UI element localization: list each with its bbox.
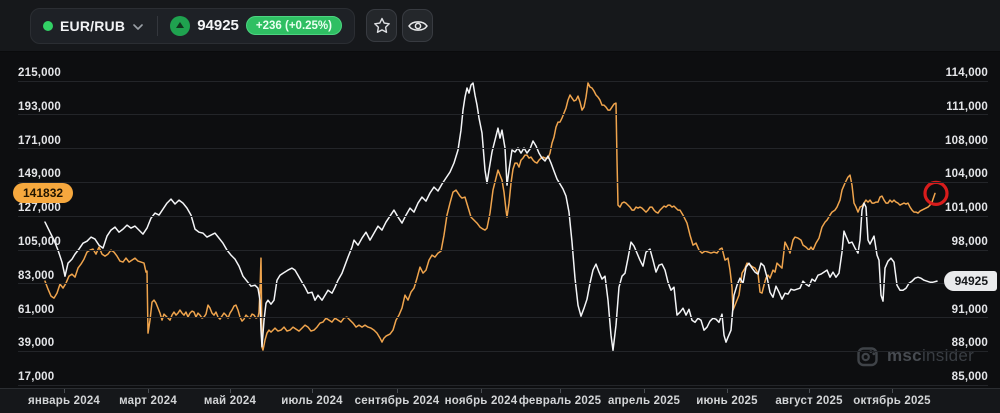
highlight-circle-annotation: [923, 180, 949, 206]
right-axis-tick-label: 85,000: [951, 371, 988, 384]
left-axis-tick-label: 215,000: [18, 67, 61, 79]
left-axis-tick-label: 149,000: [18, 168, 61, 181]
gridline: [18, 181, 988, 183]
divider: [157, 15, 159, 36]
right-axis-tick-label: 101,000: [945, 202, 988, 215]
x-axis-tick: [230, 389, 231, 393]
x-axis-month-label: октябрь 2025: [853, 395, 931, 407]
left-axis-current-badge: 141832: [13, 183, 74, 204]
instrument-selector[interactable]: EUR/RUB 94925 +236 (+0.25%): [30, 7, 355, 44]
x-axis-tick: [148, 389, 149, 393]
gridline: [18, 80, 988, 82]
x-axis-tick: [312, 389, 313, 393]
favorite-button[interactable]: [366, 9, 397, 42]
x-axis-month-label: март 2024: [119, 395, 177, 407]
gridline: [18, 283, 988, 285]
watermark: mscinsider: [856, 344, 974, 368]
left-axis-tick-label: 127,000: [18, 202, 61, 215]
left-axis-tick-label: 171,000: [18, 134, 61, 147]
watchlist-button[interactable]: [402, 9, 433, 42]
x-axis-month-label: август 2025: [775, 395, 843, 407]
x-axis-tick: [644, 389, 645, 393]
x-axis-tick: [481, 389, 482, 393]
x-axis-month-label: июнь 2025: [696, 395, 758, 407]
gridline: [18, 350, 988, 352]
last-price: 94925: [197, 17, 239, 34]
star-icon: [373, 17, 390, 33]
watermark-logo-icon: [857, 347, 878, 367]
left-axis-tick-label: 17,000: [18, 371, 55, 384]
x-axis-strip: январь 2024 март 2024 май 2024 июль 2024 сен…: [0, 388, 1000, 413]
eye-icon: [407, 20, 428, 31]
right-axis-tick-label: 98,000: [951, 236, 988, 248]
right-axis-tick-label: 104,000: [945, 168, 988, 181]
right-axis-tick-label: 108,000: [945, 134, 988, 147]
change-badge: +236 (+0.25%): [245, 16, 342, 35]
gridline: [18, 317, 988, 319]
left-axis-tick-label: 193,000: [18, 100, 61, 113]
x-axis-month-label: апрель 2025: [607, 395, 681, 407]
x-axis-tick: [809, 389, 810, 393]
right-axis-tick-label: 111,000: [946, 100, 988, 113]
x-axis-month-label: ноябрь 2024: [444, 395, 518, 407]
x-axis-month-label: май 2024: [203, 395, 257, 407]
left-axis-tick-label: 105,000: [18, 236, 61, 248]
x-axis-tick: [560, 389, 561, 393]
right-axis-tick-label: 88,000: [951, 337, 988, 350]
x-axis-tick: [892, 389, 893, 393]
right-axis-current-badge: 94925: [943, 271, 997, 292]
x-axis-tick: [64, 389, 65, 393]
x-axis-month-label: сентябрь 2024: [354, 395, 440, 407]
toolbar: EUR/RUB 94925 +236 (+0.25%): [0, 0, 1000, 52]
price-chart[interactable]: 141832 94925 январь 2024 март 2024 май 202…: [0, 52, 1000, 413]
x-axis-month-label: февраль 2025: [518, 395, 602, 407]
left-axis-tick-label: 83,000: [18, 269, 55, 282]
status-dot-icon: [43, 20, 53, 31]
right-axis-tick-label: 114,000: [945, 67, 988, 79]
x-axis-month-label: июль 2024: [281, 395, 343, 407]
chart-series-plot: [44, 82, 949, 352]
gridline: [18, 384, 988, 386]
x-axis-tick: [397, 389, 398, 393]
x-axis-month-label: январь 2024: [27, 395, 101, 407]
x-axis-tick: [727, 389, 728, 393]
instrument-symbol: EUR/RUB: [60, 17, 126, 34]
gridline: [18, 215, 988, 217]
gridline: [18, 249, 988, 251]
gridline: [18, 148, 988, 150]
gridline: [18, 114, 988, 116]
left-axis-tick-label: 39,000: [18, 337, 55, 350]
right-axis-tick-label: 91,000: [951, 303, 988, 316]
left-axis-tick-label: 61,000: [18, 303, 55, 316]
chevron-down-icon[interactable]: [133, 23, 143, 30]
trend-up-icon: [170, 15, 191, 36]
watermark-text: mscinsider: [887, 346, 975, 365]
